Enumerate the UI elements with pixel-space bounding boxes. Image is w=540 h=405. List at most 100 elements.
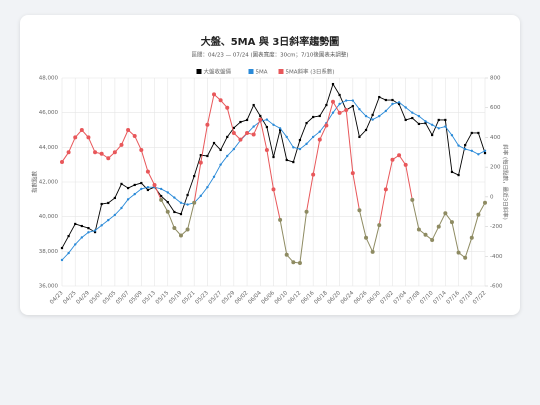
point [152, 182, 157, 187]
point [331, 82, 335, 86]
point [60, 246, 64, 250]
x-tick-label: 06/04 [247, 290, 263, 306]
point [411, 116, 414, 120]
point [318, 114, 321, 118]
point [238, 137, 243, 142]
point [219, 148, 222, 152]
point [338, 102, 341, 106]
point [304, 209, 309, 214]
point [212, 92, 217, 97]
x-tick-label: 07/04 [393, 290, 409, 306]
legend-swatch [196, 69, 202, 74]
point [93, 150, 98, 155]
point [218, 98, 223, 103]
x-tick-label: 05/09 [128, 290, 144, 306]
y2-tick-label: 400 [490, 135, 501, 141]
x-tick-label: 06/30 [366, 290, 382, 306]
point [278, 217, 283, 222]
slope-segment [365, 237, 374, 253]
point [424, 121, 427, 125]
point [431, 133, 434, 137]
point [364, 235, 369, 240]
point [297, 260, 302, 265]
slope-segment [147, 171, 155, 186]
point [172, 226, 177, 231]
point [226, 154, 229, 158]
chart-title: 大盤、5MA 與 3日斜率趨勢圖 [201, 35, 340, 48]
slope-segment [253, 119, 261, 135]
slope-segment [167, 211, 175, 229]
slope-segment [477, 202, 486, 215]
slope-segment [312, 139, 321, 175]
point [371, 118, 374, 121]
point [437, 127, 440, 130]
y-axis-label: 指數點數 [31, 171, 39, 194]
point [74, 222, 77, 226]
point [178, 233, 183, 238]
point [364, 114, 368, 118]
point [351, 104, 354, 108]
point [146, 186, 150, 189]
x-tick-label: 04/25 [62, 290, 78, 306]
point [133, 183, 136, 187]
point [212, 141, 216, 145]
point [87, 227, 90, 230]
slope-segment [411, 199, 420, 230]
point [112, 150, 117, 155]
point [391, 98, 394, 102]
y2-tick-label: 0 [490, 194, 494, 200]
point [477, 153, 480, 156]
x-tick-label: 07/02 [379, 290, 394, 305]
point [259, 114, 262, 118]
point [383, 187, 388, 192]
x-tick-label: 04/29 [75, 290, 91, 306]
point [423, 232, 428, 237]
point [265, 118, 269, 121]
point [364, 128, 368, 132]
x-tick-label: 07/10 [419, 290, 435, 306]
x-tick-label: 05/19 [168, 290, 184, 306]
point [265, 125, 268, 129]
point [463, 147, 467, 151]
slope-segment [266, 149, 274, 190]
point [93, 229, 97, 232]
x-tick-label: 07/18 [459, 290, 475, 306]
point [99, 151, 104, 156]
slope-segment [299, 211, 308, 264]
point [397, 102, 401, 106]
point [252, 103, 255, 107]
point [206, 154, 209, 158]
point [330, 99, 335, 104]
point [165, 209, 170, 214]
point [358, 108, 361, 111]
point [463, 255, 468, 260]
point [470, 149, 473, 152]
point [100, 202, 103, 206]
point [126, 128, 131, 132]
point [371, 113, 374, 117]
point [139, 148, 144, 153]
x-tick-label: 07/22 [472, 290, 487, 305]
slope-segment [306, 174, 314, 212]
point [443, 211, 448, 216]
point [185, 227, 190, 232]
point [411, 111, 414, 114]
point [113, 213, 117, 217]
x-tick-label: 07/08 [406, 290, 422, 306]
y-tick-label: 36,000 [39, 284, 59, 290]
point [292, 160, 295, 164]
point [318, 130, 321, 133]
slope-segment [378, 189, 387, 226]
point [404, 118, 407, 122]
point [430, 237, 435, 242]
point [179, 201, 183, 204]
slope-segment [160, 199, 169, 212]
point [199, 154, 202, 157]
point [133, 192, 136, 196]
point [357, 208, 362, 213]
x-tick-label: 05/07 [115, 290, 131, 306]
slope-segment [200, 124, 208, 163]
point [464, 143, 467, 147]
point [317, 137, 322, 142]
